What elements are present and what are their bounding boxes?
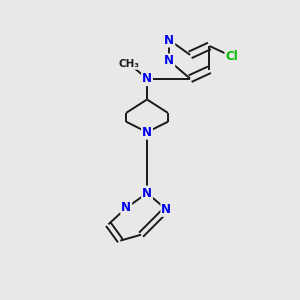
Text: N: N [142, 72, 152, 85]
Text: Cl: Cl [225, 50, 238, 63]
Text: N: N [142, 187, 152, 200]
Text: N: N [164, 54, 174, 67]
Text: N: N [164, 34, 174, 46]
Text: N: N [161, 203, 171, 216]
Text: CH₃: CH₃ [119, 59, 140, 69]
Text: N: N [142, 126, 152, 139]
Text: N: N [121, 202, 131, 214]
